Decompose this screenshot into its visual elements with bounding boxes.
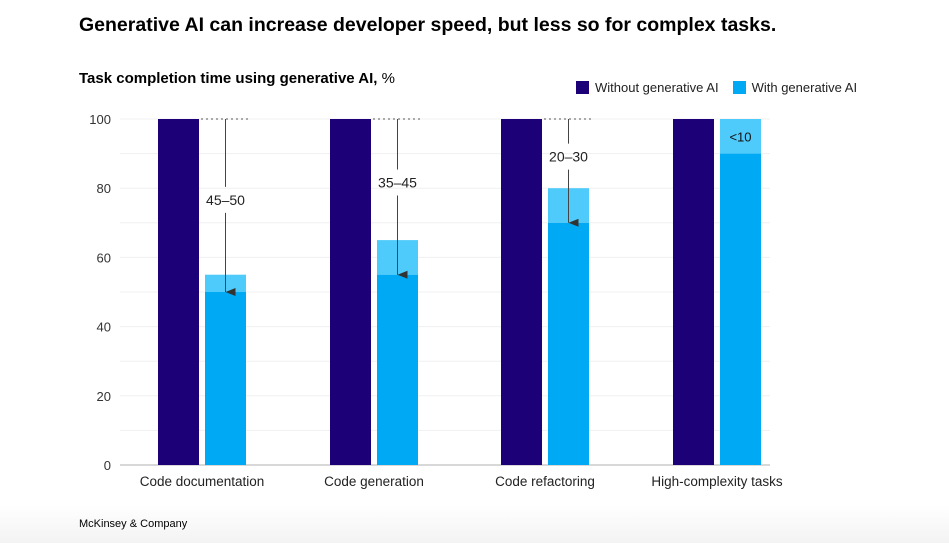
- y-tick-label: 100: [89, 112, 111, 127]
- bar-without-ai: [501, 119, 542, 465]
- category-label: Code refactoring: [495, 474, 595, 489]
- legend-swatch: [732, 81, 746, 94]
- bar-without-ai: [158, 119, 199, 465]
- category-label: High-complexity tasks: [651, 474, 783, 489]
- footer-brand: McKinsey & Company: [79, 518, 188, 530]
- category-label: Code generation: [324, 474, 424, 489]
- reduction-label: 45–50: [206, 192, 245, 208]
- reduction-label: <10: [729, 129, 751, 144]
- legend-label: Without generative AI: [595, 80, 719, 95]
- bar-with-ai: [548, 222, 589, 465]
- y-tick-label: 0: [104, 458, 111, 473]
- reduction-label: 20–30: [549, 149, 588, 165]
- y-tick-label: 20: [97, 389, 111, 404]
- y-tick-label: 80: [97, 181, 111, 196]
- chart-title-text: Task completion time using generative AI…: [79, 70, 378, 87]
- bar-with-ai: [377, 274, 418, 465]
- legend: Without generative AI With generative AI: [576, 80, 857, 95]
- reduction-label: 35–45: [378, 175, 417, 191]
- legend-item-with: With generative AI: [732, 80, 858, 95]
- legend-label: With generative AI: [751, 80, 858, 95]
- bar-without-ai: [673, 119, 714, 465]
- y-tick-label: 40: [97, 320, 111, 335]
- bar-with-ai: [205, 292, 246, 465]
- headline: Generative AI can increase developer spe…: [79, 14, 777, 36]
- bar-without-ai: [330, 119, 371, 465]
- bar-range-with-ai: [720, 119, 761, 154]
- footer-fade: [0, 505, 949, 543]
- bar-with-ai: [720, 153, 761, 465]
- legend-swatch: [576, 81, 589, 94]
- legend-item-without: Without generative AI: [576, 80, 719, 95]
- y-tick-label: 60: [97, 250, 111, 265]
- category-label: Code documentation: [140, 474, 265, 489]
- chart-title: Task completion time using generative AI…: [79, 70, 395, 87]
- chart-unit: %: [381, 70, 395, 87]
